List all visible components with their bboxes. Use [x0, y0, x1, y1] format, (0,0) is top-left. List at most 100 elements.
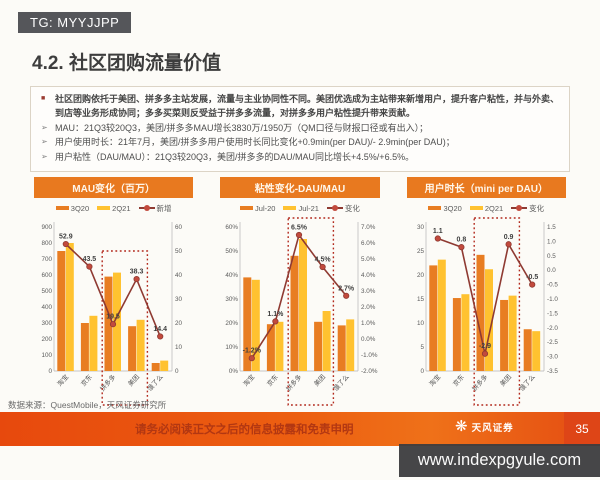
svg-text:1.5: 1.5 [547, 224, 556, 231]
svg-text:300: 300 [41, 320, 52, 327]
svg-text:-1.5: -1.5 [547, 310, 558, 317]
svg-text:200: 200 [41, 336, 52, 343]
tg-label: TG: MYYJJPP [30, 15, 120, 30]
brand-flower-icon: ❋ [455, 418, 468, 435]
arrow-bullet-icon: ➢ [41, 137, 48, 147]
svg-text:1.1: 1.1 [433, 228, 443, 235]
legend-bar-swatch [283, 206, 297, 210]
svg-text:38.3: 38.3 [129, 269, 143, 276]
svg-text:-0.5: -0.5 [526, 274, 538, 281]
svg-text:700: 700 [41, 256, 52, 263]
svg-text:19.5: 19.5 [106, 314, 120, 321]
svg-text:-2.0%: -2.0% [361, 368, 378, 375]
legend-item: 2Q21 [469, 204, 503, 213]
svg-text:-2.0: -2.0 [547, 325, 558, 332]
svg-text:美团: 美团 [312, 372, 327, 388]
svg-text:京东: 京东 [78, 372, 94, 388]
page-title: 4.2. 社区团购流量价值 [32, 53, 221, 74]
svg-text:0.9: 0.9 [504, 234, 514, 241]
svg-text:60: 60 [175, 224, 183, 231]
svg-text:400: 400 [41, 304, 52, 311]
svg-text:淘宝: 淘宝 [241, 372, 257, 388]
svg-text:淘宝: 淘宝 [55, 372, 71, 388]
svg-text:600: 600 [41, 272, 52, 279]
svg-text:10: 10 [417, 320, 425, 327]
svg-text:6.5%: 6.5% [291, 225, 308, 232]
bullet-item-text: 用户使用时长：21年7月，美团/拼多多用户使用时长同比变化+0.9min(per… [55, 137, 455, 148]
legend-item: 变化 [326, 203, 360, 214]
svg-text:0: 0 [175, 368, 179, 375]
svg-text:0%: 0% [229, 368, 239, 375]
bullet-item: ➢ 用户使用时长：21年7月，美团/拼多多用户使用时长同比变化+0.9min(p… [41, 135, 559, 149]
legend-bar-swatch [428, 206, 442, 210]
svg-text:1.0: 1.0 [547, 238, 556, 245]
svg-text:1.0%: 1.0% [361, 320, 376, 327]
bullet-item-text: 用户粘性（DAU/MAU）：21Q3较20Q3，美团/拼多多的DAU/MAU同比… [55, 151, 415, 162]
svg-text:30: 30 [417, 224, 425, 231]
legend-item: Jul-20 [240, 204, 275, 213]
svg-text:10%: 10% [225, 344, 238, 351]
svg-text:20: 20 [175, 320, 183, 327]
svg-text:52.9: 52.9 [59, 234, 73, 241]
key-points-panel: ■ 社区团购依托于美团、拼多多主站发展，流量与主业协同性不同。美团优选成为主站带… [30, 86, 570, 172]
tf-securities-logo: ❋ 天风证券 [455, 419, 514, 434]
svg-text:拼多多: 拼多多 [97, 372, 117, 393]
chart-legend: 3Q20 2Q21 新增 [28, 201, 199, 215]
svg-text:15: 15 [417, 296, 425, 303]
svg-text:1.1%: 1.1% [267, 311, 284, 318]
svg-text:800: 800 [41, 240, 52, 247]
bullet-item: ➢ 用户粘性（DAU/MAU）：21Q3较20Q3，美团/拼多多的DAU/MAU… [41, 150, 559, 164]
svg-text:4.5%: 4.5% [315, 257, 332, 264]
svg-text:3.0%: 3.0% [361, 288, 376, 295]
chart-header: 用户时长（mini per DAU） [406, 177, 566, 198]
page-number: 35 [564, 412, 600, 446]
svg-text:-2.9: -2.9 [479, 343, 491, 350]
svg-text:500: 500 [41, 288, 52, 295]
svg-text:-3.5: -3.5 [547, 368, 558, 375]
legend-bar-swatch [97, 206, 111, 210]
svg-text:0.5: 0.5 [547, 253, 556, 260]
legend-line-swatch [326, 205, 343, 211]
legend-item: 2Q21 [97, 204, 131, 213]
legend-item: 3Q20 [55, 204, 89, 213]
bullet-main-row: ■ 社区团购依托于美团、拼多多主站发展，流量与主业协同性不同。美团优选成为主站带… [41, 92, 559, 121]
svg-text:60%: 60% [225, 224, 238, 231]
svg-text:25: 25 [417, 248, 425, 255]
legend-item: Jul-21 [283, 204, 319, 213]
svg-text:拼多多: 拼多多 [284, 372, 304, 393]
bullet-item-text: MAU：21Q3较20Q3，美团/拼多多MAU增长3830万/1950万（QM口… [55, 122, 429, 133]
legend-item: 3Q20 [428, 204, 462, 213]
chart-column-stickiness: 粘性变化-DAU/MAU Jul-20 Jul-21 变化 0% 10% 20% 30% 4… [214, 177, 385, 411]
legend-bar-swatch [469, 206, 483, 210]
svg-text:-2.5: -2.5 [547, 339, 558, 346]
svg-text:淘宝: 淘宝 [427, 372, 443, 388]
svg-text:50: 50 [175, 248, 183, 255]
chart-column-time-spent: 用户时长（mini per DAU） 3Q20 2Q21 变化 0 5 10 15 20 25… [401, 177, 572, 411]
chart-header: MAU变化（百万） [34, 177, 194, 198]
svg-text:2.0%: 2.0% [361, 304, 376, 311]
svg-text:美团: 美团 [498, 372, 513, 388]
svg-text:-1.2%: -1.2% [243, 348, 262, 355]
mau-change-chart: 0 100 200 300 400 500 600 700 800 900 0 10 20 30 40 50 6… [41, 222, 183, 406]
disclaimer-text: 请务必阅读正文之后的信息披露和免责申明 [135, 424, 354, 436]
square-bullet-icon: ■ [41, 95, 46, 102]
arrow-bullet-icon: ➢ [41, 122, 48, 132]
svg-text:京东: 京东 [264, 372, 280, 388]
svg-text:100: 100 [41, 352, 52, 359]
svg-text:美团: 美团 [125, 372, 140, 388]
svg-text:40%: 40% [225, 272, 238, 279]
bullet-main-text: 社区团购依托于美团、拼多多主站发展，流量与主业协同性不同。美团优选成为主站带来新… [55, 94, 560, 119]
svg-text:5.0%: 5.0% [361, 256, 376, 263]
legend-bar-swatch [240, 206, 254, 210]
svg-text:0: 0 [421, 368, 425, 375]
time-per-dau-chart: 0 5 10 15 20 25 30 -3.5 -3.0 -2.5 -2.0 -1.5 -1.0 -0.5… [417, 217, 559, 406]
watermark-bar: www.indexpgyule.com [399, 444, 600, 477]
svg-text:6.0%: 6.0% [361, 240, 376, 247]
svg-text:5: 5 [421, 344, 425, 351]
svg-text:0.0: 0.0 [547, 267, 556, 274]
watermark-text: www.indexpgyule.com [417, 451, 582, 469]
legend-bar-swatch [55, 206, 69, 210]
svg-text:京东: 京东 [451, 372, 467, 388]
dau-mau-chart: 0% 10% 20% 30% 40% 50% 60% -2.0% -1.0% 0.0% 1.0% 2.… [225, 217, 378, 406]
